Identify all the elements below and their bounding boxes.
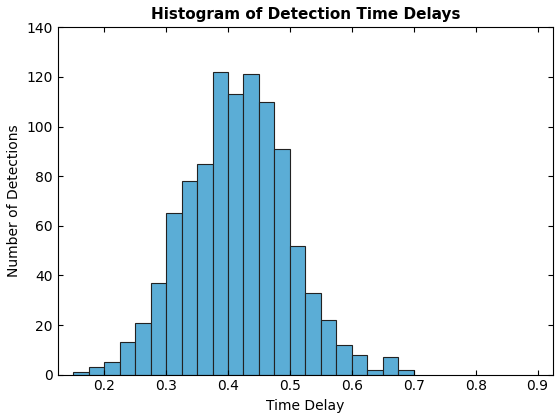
Bar [383, 357, 398, 375]
Bar [321, 320, 337, 375]
Bar [73, 372, 88, 375]
Bar [135, 323, 151, 375]
Bar [305, 293, 321, 375]
Bar [352, 355, 367, 375]
Bar [181, 181, 197, 375]
Bar [104, 362, 120, 375]
Bar [337, 345, 352, 375]
Bar [244, 74, 259, 375]
Title: Histogram of Detection Time Delays: Histogram of Detection Time Delays [151, 7, 460, 22]
Bar [259, 102, 274, 375]
X-axis label: Time Delay: Time Delay [266, 399, 344, 413]
Bar [197, 164, 213, 375]
Bar [213, 72, 228, 375]
Bar [88, 367, 104, 375]
Bar [398, 370, 414, 375]
Bar [367, 370, 383, 375]
Bar [274, 149, 290, 375]
Bar [290, 246, 305, 375]
Bar [120, 342, 135, 375]
Bar [151, 283, 166, 375]
Y-axis label: Number of Detections: Number of Detections [7, 125, 21, 277]
Bar [166, 213, 181, 375]
Bar [228, 94, 244, 375]
